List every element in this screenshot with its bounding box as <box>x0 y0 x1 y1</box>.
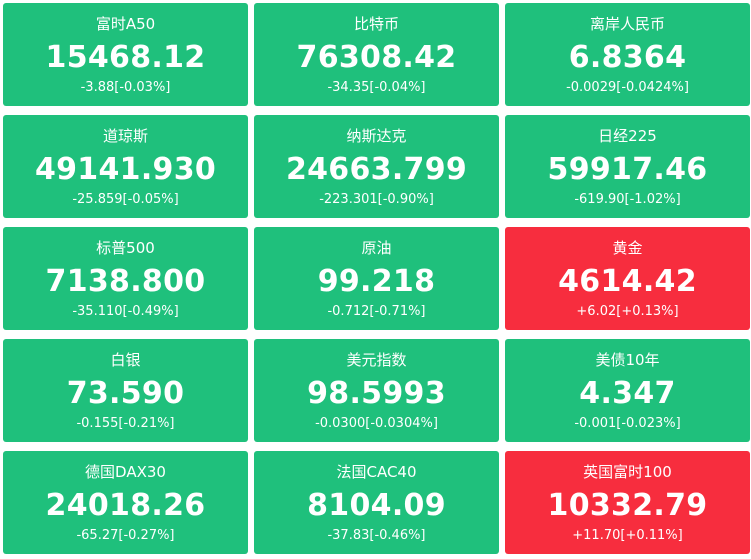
quote-price: 4.347 <box>579 376 676 411</box>
quote-name: 标普500 <box>96 239 155 257</box>
quote-name: 白银 <box>110 351 141 369</box>
quote-change: -3.88[-0.03%] <box>80 80 171 95</box>
quote-price: 76308.42 <box>296 40 457 75</box>
quote-name: 美元指数 <box>346 351 407 369</box>
quote-change: -35.110[-0.49%] <box>72 304 179 319</box>
quote-change: -65.27[-0.27%] <box>76 528 175 543</box>
quote-name: 离岸人民币 <box>589 15 665 33</box>
quote-price: 99.218 <box>317 264 436 299</box>
quote-name: 纳斯达克 <box>346 127 407 145</box>
quote-change: -0.155[-0.21%] <box>76 416 175 431</box>
quote-price: 7138.800 <box>45 264 206 299</box>
quote-change: -223.301[-0.90%] <box>319 192 434 207</box>
quote-tile-gold[interactable]: 黄金 4614.42 +6.02[+0.13%] <box>505 227 750 330</box>
quote-price: 10332.79 <box>547 488 708 523</box>
quote-price: 49141.930 <box>34 152 217 187</box>
quote-name: 道琼斯 <box>102 127 148 145</box>
quote-tile-dollar-index[interactable]: 美元指数 98.5993 -0.0300[-0.0304%] <box>254 339 499 442</box>
quote-tile-cac40[interactable]: 法国CAC40 8104.09 -37.83[-0.46%] <box>254 451 499 554</box>
quote-change: -37.83[-0.46%] <box>327 528 426 543</box>
quote-change: -0.0029[-0.0424%] <box>566 80 689 95</box>
quote-change: -0.001[-0.023%] <box>574 416 681 431</box>
quote-tile-crude-oil[interactable]: 原油 99.218 -0.712[-0.71%] <box>254 227 499 330</box>
quote-name: 黄金 <box>612 239 643 257</box>
quote-price: 15468.12 <box>45 40 206 75</box>
quote-tile-offshore-rmb[interactable]: 离岸人民币 6.8364 -0.0029[-0.0424%] <box>505 3 750 106</box>
quote-tile-silver[interactable]: 白银 73.590 -0.155[-0.21%] <box>3 339 248 442</box>
quote-name: 日经225 <box>598 127 657 145</box>
quote-name: 比特币 <box>353 15 399 33</box>
quote-price: 6.8364 <box>568 40 687 75</box>
quote-price: 24663.799 <box>285 152 468 187</box>
quote-name: 原油 <box>361 239 392 257</box>
quote-tile-dow-jones[interactable]: 道琼斯 49141.930 -25.859[-0.05%] <box>3 115 248 218</box>
quote-tile-us-10y-treasury[interactable]: 美债10年 4.347 -0.001[-0.023%] <box>505 339 750 442</box>
quote-price: 24018.26 <box>45 488 206 523</box>
quote-price: 98.5993 <box>307 376 446 411</box>
quote-name: 美债10年 <box>595 351 660 369</box>
quote-name: 富时A50 <box>95 15 156 33</box>
quote-change: -0.0300[-0.0304%] <box>315 416 438 431</box>
quote-change: -34.35[-0.04%] <box>327 80 426 95</box>
quote-price: 8104.09 <box>307 488 446 523</box>
quote-tile-ftse-china-a50[interactable]: 富时A50 15468.12 -3.88[-0.03%] <box>3 3 248 106</box>
quote-tile-ftse-100[interactable]: 英国富时100 10332.79 +11.70[+0.11%] <box>505 451 750 554</box>
quote-change: +11.70[+0.11%] <box>572 528 683 543</box>
quote-tile-sp500[interactable]: 标普500 7138.800 -35.110[-0.49%] <box>3 227 248 330</box>
quote-change: +6.02[+0.13%] <box>576 304 679 319</box>
quote-name: 德国DAX30 <box>85 463 166 481</box>
quote-tile-nasdaq[interactable]: 纳斯达克 24663.799 -223.301[-0.90%] <box>254 115 499 218</box>
quote-change: -25.859[-0.05%] <box>72 192 179 207</box>
quote-price: 4614.42 <box>558 264 697 299</box>
quote-price: 59917.46 <box>547 152 708 187</box>
quote-change: -0.712[-0.71%] <box>327 304 426 319</box>
quote-tile-dax30[interactable]: 德国DAX30 24018.26 -65.27[-0.27%] <box>3 451 248 554</box>
quote-name: 法国CAC40 <box>336 463 417 481</box>
quote-name: 英国富时100 <box>583 463 672 481</box>
quote-price: 73.590 <box>66 376 185 411</box>
quote-change: -619.90[-1.02%] <box>574 192 681 207</box>
quote-tile-nikkei-225[interactable]: 日经225 59917.46 -619.90[-1.02%] <box>505 115 750 218</box>
quote-tile-bitcoin[interactable]: 比特币 76308.42 -34.35[-0.04%] <box>254 3 499 106</box>
